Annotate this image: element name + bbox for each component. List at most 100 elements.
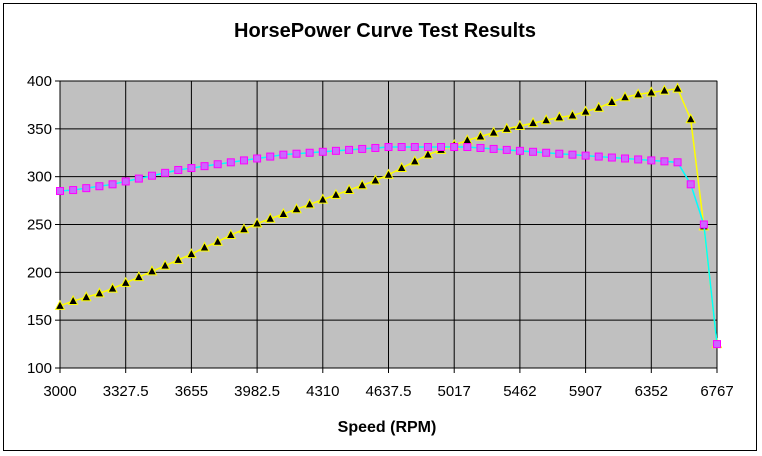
series-0-point-38 <box>553 111 565 122</box>
y-axis-ticks: 100 150 200 250 300 350 400 <box>27 73 60 377</box>
series-0-point-7 <box>146 265 158 276</box>
series-1-point-30 <box>450 143 459 152</box>
series-0-point-39 <box>567 109 578 120</box>
series-0-point-32 <box>475 130 486 141</box>
series-0-point-9 <box>172 253 184 264</box>
series-0-point-33 <box>488 126 499 137</box>
x-axis-label: Speed (RPM) <box>338 419 437 436</box>
x-tick-label-1: 3327.5 <box>103 383 149 400</box>
series-0-point-6 <box>133 271 145 282</box>
series-1-point-40 <box>581 151 590 160</box>
series-0-point-40 <box>580 105 591 116</box>
series-0-point-44 <box>632 88 644 99</box>
series-0-point-21 <box>330 188 342 199</box>
y-tick-label-2: 200 <box>27 264 52 281</box>
series-1-point-44 <box>634 155 643 164</box>
series-1-point-1 <box>69 186 78 195</box>
y-tick-label-3: 250 <box>27 217 52 234</box>
series-1-point-8 <box>161 168 170 177</box>
y-tick-label-4: 300 <box>27 169 52 186</box>
series-0-point-43 <box>619 91 631 102</box>
series-0-point-14 <box>238 223 250 234</box>
chart-title: HorsePower Curve Test Results <box>234 20 536 42</box>
series-1-point-27 <box>410 143 419 152</box>
series-1-point-39 <box>568 150 577 159</box>
series-0-point-0 <box>54 299 66 310</box>
series-1-point-26 <box>397 143 406 152</box>
series-0-point-5 <box>120 276 132 287</box>
series-0-point-19 <box>304 198 315 209</box>
series-1-point-3 <box>95 182 104 191</box>
series-1-point-45 <box>647 156 656 165</box>
x-tick-label-8: 5907 <box>569 383 602 400</box>
series-1-point-33 <box>489 144 498 153</box>
series-1-point-12 <box>213 160 222 169</box>
series-0-point-48 <box>685 113 697 124</box>
series-0-point-28 <box>422 148 434 159</box>
series-0-point-8 <box>159 259 171 270</box>
series-1-point-14 <box>239 156 248 165</box>
series-1-point-29 <box>437 143 446 152</box>
series-1-point-24 <box>371 143 380 152</box>
series-0-point-11 <box>199 241 210 252</box>
series-0-point-20 <box>317 193 329 204</box>
series-1-point-6 <box>134 174 143 183</box>
series-1-point-48 <box>686 180 695 189</box>
x-tick-label-2: 3655 <box>175 383 208 400</box>
series-0-point-10 <box>186 248 197 259</box>
series-1-point-2 <box>82 184 91 193</box>
series-0-point-2 <box>80 291 92 302</box>
series-0-point-23 <box>356 179 368 190</box>
series-0-point-34 <box>501 122 513 133</box>
series-0-point-24 <box>370 174 381 185</box>
series-0-point-3 <box>94 287 105 298</box>
y-tick-label-1: 150 <box>27 312 52 329</box>
series-1-point-5 <box>121 177 130 186</box>
series-1-point-28 <box>423 143 432 152</box>
series-0-point-35 <box>514 119 526 130</box>
series-0-point-13 <box>225 228 237 240</box>
y-tick-label-5: 350 <box>27 121 52 138</box>
series-layer <box>54 82 723 349</box>
x-axis-ticks: 3000 3327.5 3655 3982.5 4310 4637.5 5017 5462 59… <box>43 368 734 400</box>
series-0-point-46 <box>659 84 670 95</box>
x-tick-label-5: 4637.5 <box>366 383 412 400</box>
series-0-point-4 <box>107 282 118 293</box>
series-1-point-31 <box>463 143 472 152</box>
x-tick-label-7: 5462 <box>503 383 536 400</box>
series-0-point-41 <box>593 101 605 112</box>
series-1-point-46 <box>660 157 669 166</box>
x-tick-label-4: 4310 <box>306 383 339 400</box>
series-1-point-47 <box>673 158 682 167</box>
series-0-point-16 <box>264 212 276 223</box>
series-1-point-38 <box>555 149 564 158</box>
series-1-point-17 <box>279 150 288 159</box>
series-0-point-15 <box>251 217 263 228</box>
x-tick-label-3: 3982.5 <box>234 383 280 400</box>
series-1-point-32 <box>476 143 485 152</box>
series-1-point-7 <box>147 171 156 180</box>
series-1-point-35 <box>515 146 524 155</box>
series-0-point-1 <box>67 294 79 306</box>
series-0-point-17 <box>278 207 289 218</box>
x-tick-label-10: 6767 <box>700 383 733 400</box>
series-0-point-12 <box>212 235 224 246</box>
series-0-point-45 <box>645 86 657 97</box>
series-1-point-21 <box>331 146 340 155</box>
series-1-point-16 <box>266 152 275 161</box>
series-1-point-23 <box>358 144 367 153</box>
y-tick-label-6: 400 <box>27 73 52 90</box>
x-tick-label-9: 6352 <box>635 383 668 400</box>
series-1-point-11 <box>200 162 209 171</box>
series-1-point-15 <box>253 154 262 163</box>
series-0-point-37 <box>540 114 552 125</box>
series-0-point-22 <box>343 183 355 195</box>
series-0-point-27 <box>409 155 421 166</box>
series-0-point-26 <box>396 161 407 173</box>
series-0-point-42 <box>606 95 618 107</box>
series-1-point-37 <box>542 148 551 157</box>
y-tick-label-0: 100 <box>27 360 52 377</box>
series-0-point-36 <box>527 117 539 128</box>
series-1-point-9 <box>174 165 183 174</box>
series-1-point-19 <box>305 148 314 157</box>
